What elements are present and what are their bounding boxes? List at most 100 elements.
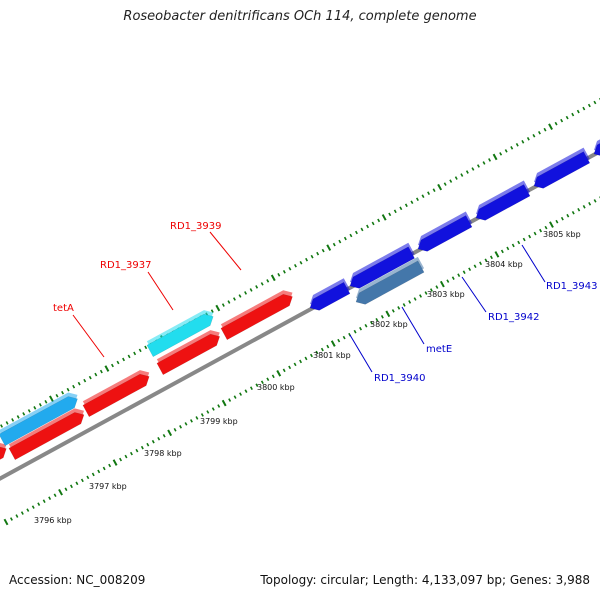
inner-tick [522,237,526,242]
inner-tick [157,436,161,441]
inner-tick [337,338,341,343]
outer-tick [138,348,142,353]
outer-tick [437,183,443,191]
reverse-gene-arrow [349,242,415,289]
outer-tick [521,140,525,144]
gene-label-mete: metE [426,344,452,355]
outer-tick [593,100,597,105]
inner-tick [20,511,24,515]
outer-tick [104,365,110,372]
outer-tick [343,236,347,241]
outer-tick [488,158,492,162]
inner-tick [582,205,586,209]
inner-tick [58,488,63,496]
inner-tick [167,429,173,437]
forward-gene-arrow [0,443,7,460]
outer-tick [388,212,392,217]
outer-tick [99,369,103,374]
outer-tick [354,230,358,235]
kbp-label-3801: 3801 kbp [313,351,351,360]
genome-info-text: Topology: circular; Length: 4,133,097 bp… [260,573,590,587]
gene-label-rd1-3939: RD1_3939 [170,221,221,232]
inner-tick [309,353,313,358]
inner-tick [179,425,183,429]
inner-tick [102,466,106,471]
outer-tick [454,176,458,180]
inner-tick [375,318,379,322]
outer-tick [499,152,503,156]
inner-tick [364,323,368,328]
inner-tick [228,398,232,402]
pointer-mete [401,306,425,345]
inner-tick [320,347,324,352]
outer-tick [77,381,81,386]
inner-tick [315,350,319,355]
outer-tick [554,121,558,126]
outer-tick [326,244,332,251]
outer-tick [476,164,480,168]
reverse-gene-arrow [417,211,473,252]
outer-tick [377,218,381,223]
gene-features [0,139,600,461]
inner-tick [330,340,336,347]
label-pointers [72,231,546,373]
outer-tick [282,270,286,274]
inner-tick [326,344,330,349]
forward-gene-arrow [156,330,221,376]
inner-tick [189,419,193,423]
forward-gene-arrow [8,408,85,461]
inner-tick [402,303,406,307]
inner-tick [282,368,286,373]
outer-tick [72,384,76,389]
inner-tick [451,276,455,280]
inner-tick [31,505,35,509]
pointer-rd1-3943 [521,244,546,283]
inner-tick [446,279,450,283]
inner-tick [413,297,417,301]
inner-tick [419,294,423,298]
inner-tick [69,484,73,489]
outer-tick [122,357,126,362]
inner-tick [217,404,221,408]
forward-gene-arrow [82,370,150,418]
inner-tick [42,499,46,503]
outer-tick [465,170,469,174]
outer-tick [415,197,419,202]
inner-tick [184,422,188,426]
gene-label-rd1-3942: RD1_3942 [488,312,539,323]
outer-tick [332,242,336,247]
outer-tick [127,354,131,359]
inner-tick [3,518,9,526]
inner-tick [494,251,500,258]
inner-tick [173,428,177,432]
reverse-gene-arrow [533,147,591,189]
outer-tick [144,345,148,350]
inner-tick [528,234,532,239]
outer-tick [83,378,87,383]
pointer-rd1-3939 [209,231,242,271]
inner-tick [533,231,537,236]
inner-tick [206,410,210,414]
inner-tick [129,451,133,456]
outer-tick [381,214,387,221]
outer-tick [360,227,364,232]
inner-tick [391,309,395,313]
outer-tick [66,387,70,392]
outer-tick [410,200,414,205]
forward-rna-arrow [146,310,214,358]
inner-tick [424,291,428,295]
outer-tick [421,194,425,199]
outer-tick [526,136,530,141]
outer-tick [210,309,214,313]
reverse-rna-arrow [355,256,425,305]
outer-tick [0,424,4,428]
outer-tick [492,153,498,161]
inner-tick [124,454,128,459]
outer-tick [565,115,569,120]
outer-tick [349,233,353,238]
pointer-rd1-3940 [349,334,373,373]
inner-tick [560,216,564,221]
inner-tick [271,374,275,379]
forward-gene-arrow [220,290,293,341]
inner-tick [385,310,391,318]
